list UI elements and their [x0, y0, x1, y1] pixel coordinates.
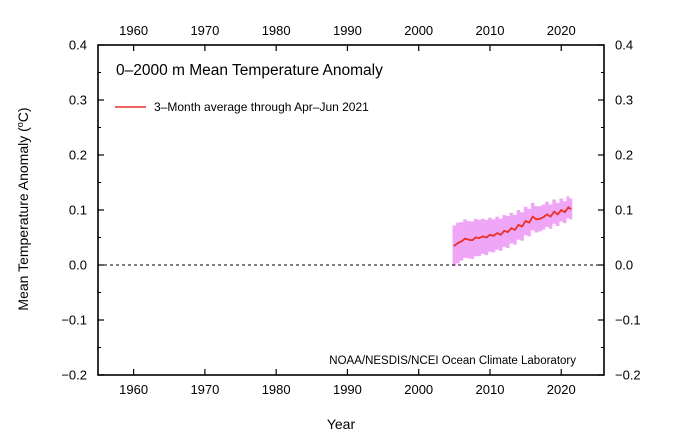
y-tick-label-left: 0.4 [69, 38, 87, 53]
data-point [481, 235, 484, 238]
data-point [567, 206, 570, 209]
data-point [496, 232, 498, 235]
y-axis-label-main: Mean Temperature Anomaly ( [15, 127, 31, 311]
x-tick-label-top: 1970 [190, 23, 219, 38]
y-axis-label-superscript: o [15, 122, 25, 127]
data-point [503, 230, 506, 232]
data-point [556, 213, 559, 216]
data-point [464, 237, 466, 240]
x-tick-label-top: 2000 [404, 23, 433, 38]
data-point [474, 236, 477, 239]
y-tick-label-right: 0.1 [615, 203, 633, 218]
data-point [489, 233, 491, 236]
data-point [510, 227, 513, 230]
anomaly-series-line [453, 206, 572, 247]
data-point [535, 218, 538, 221]
x-tick-label-top: 2010 [476, 23, 505, 38]
x-tick-label-bottom: 1980 [262, 382, 291, 397]
y-tick-label-left: 0.1 [69, 203, 87, 218]
x-tick-label-bottom: 1990 [333, 382, 362, 397]
data-point [471, 239, 474, 242]
y-tick-label-right: −0.1 [615, 313, 641, 328]
data-point [506, 231, 509, 233]
data-point [457, 242, 459, 244]
x-tick-label-top: 2020 [547, 23, 576, 38]
data-point [460, 240, 463, 243]
y-tick-label-left: 0.2 [69, 148, 87, 163]
y-tick-label-right: 0.2 [615, 148, 633, 163]
data-point [546, 213, 548, 216]
x-tick-label-top: 1960 [119, 23, 148, 38]
data-point [553, 210, 556, 213]
y-axis-label-unit: C) [15, 107, 31, 122]
y-tick-label-right: 0.3 [615, 93, 633, 108]
x-tick-label-top: 1980 [262, 23, 291, 38]
data-point [560, 209, 563, 211]
x-tick-label-bottom: 1970 [190, 382, 219, 397]
y-tick-label-right: 0.4 [615, 38, 633, 53]
data-point [467, 238, 470, 241]
data-point [485, 236, 488, 239]
x-tick-label-bottom: 2010 [476, 382, 505, 397]
data-point [514, 228, 516, 231]
data-point [563, 211, 566, 214]
data-point [569, 208, 572, 210]
data-point [478, 237, 481, 239]
data-point [531, 215, 534, 218]
data-point [524, 220, 527, 222]
y-axis-label: Mean Temperature Anomaly (oC) [15, 107, 31, 310]
data-point [453, 244, 456, 247]
x-tick-label-bottom: 2000 [404, 382, 433, 397]
y-tick-label-left: −0.2 [61, 368, 87, 383]
x-tick-label-bottom: 1960 [119, 382, 148, 397]
data-point [549, 215, 552, 218]
data-point [538, 217, 541, 220]
data-point [499, 233, 502, 236]
data-point [517, 223, 520, 226]
x-tick-label-top: 1990 [333, 23, 362, 38]
data-point [492, 234, 495, 237]
data-point [521, 225, 523, 228]
y-tick-label-left: 0.3 [69, 93, 87, 108]
data-point [542, 216, 545, 219]
y-tick-label-right: −0.2 [615, 368, 641, 383]
x-tick-label-bottom: 2020 [547, 382, 576, 397]
y-tick-label-left: −0.1 [61, 313, 87, 328]
y-tick-label-right: 0.0 [615, 258, 633, 273]
y-tick-label-left: 0.0 [69, 258, 87, 273]
x-axis-label: Year [327, 416, 356, 432]
chart-title: 0–2000 m Mean Temperature Anomaly [116, 62, 383, 79]
data-point [528, 221, 531, 224]
credit-text: NOAA/NESDIS/NCEI Ocean Climate Laborator… [329, 355, 576, 367]
legend-label: 3–Month average through Apr–Jun 2021 [154, 100, 369, 114]
uncertainty-band [452, 196, 573, 267]
